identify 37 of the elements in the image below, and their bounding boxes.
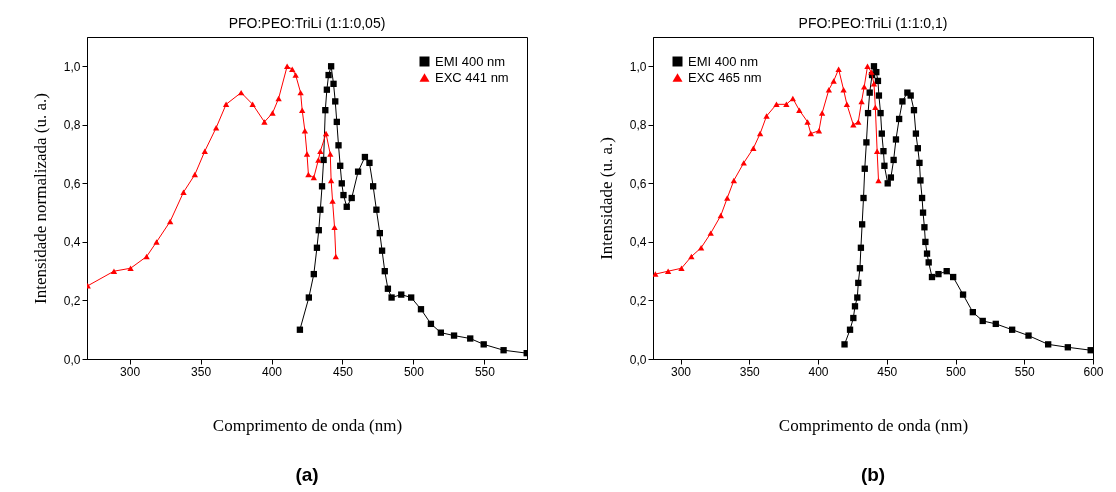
x-tick-label: 300 bbox=[120, 364, 141, 379]
y-tick-label: 1,0 bbox=[629, 59, 647, 74]
y-tick-label: 1,0 bbox=[63, 59, 81, 74]
x-tick-label: 350 bbox=[191, 364, 212, 379]
chart-title: PFO:PEO:TriLi (1:1:0,05) bbox=[228, 15, 386, 31]
x-tick-label: 600 bbox=[1083, 364, 1104, 379]
x-tick-label: 350 bbox=[739, 364, 761, 379]
x-tick-label: 500 bbox=[945, 364, 967, 379]
chart-title: PFO:PEO:TriLi (1:1:0,1) bbox=[798, 15, 948, 31]
y-axis-title: Intensidade (u. a.) bbox=[596, 137, 616, 260]
x-tick-label: 550 bbox=[474, 364, 496, 379]
x-axis-title: Comprimento de onda (nm) bbox=[212, 415, 403, 435]
y-tick-label: 0,0 bbox=[63, 352, 81, 367]
y-axis-title: Intensidade normalizada (u. a.) bbox=[30, 93, 50, 304]
x-tick-label: 450 bbox=[332, 364, 354, 379]
x-tick-label: 400 bbox=[262, 364, 283, 379]
y-tick-label: 0,6 bbox=[629, 176, 647, 191]
y-tick-label: 0,8 bbox=[629, 118, 647, 133]
y-tick-label: 0,8 bbox=[63, 118, 81, 133]
legend-label: EXC 465 nm bbox=[688, 69, 762, 85]
y-tick-label: 0,0 bbox=[629, 352, 647, 367]
y-tick-label: 0,4 bbox=[63, 235, 81, 250]
text: (a) bbox=[295, 464, 319, 485]
x-tick-label: 500 bbox=[403, 364, 425, 379]
y-tick-label: 0,4 bbox=[629, 235, 647, 250]
y-tick-label: 0,6 bbox=[63, 176, 81, 191]
text: (b) bbox=[860, 464, 886, 485]
legend-label: EXC 441 nm bbox=[435, 69, 509, 85]
x-tick-label: 450 bbox=[877, 364, 898, 379]
x-axis-title: Comprimento de onda (nm) bbox=[778, 415, 969, 435]
x-tick-label: 300 bbox=[670, 364, 692, 379]
legend-label: EMI 400 nm bbox=[688, 53, 759, 69]
legend-label: EMI 400 nm bbox=[435, 53, 506, 69]
x-tick-label: 550 bbox=[1014, 364, 1036, 379]
y-tick-label: 0,2 bbox=[63, 293, 81, 308]
x-tick-label: 400 bbox=[808, 364, 829, 379]
y-tick-label: 0,2 bbox=[629, 293, 647, 308]
